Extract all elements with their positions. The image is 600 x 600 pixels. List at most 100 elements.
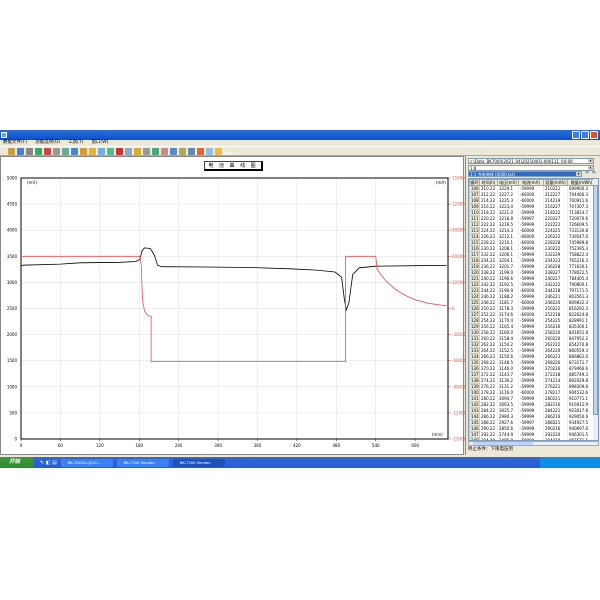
table-row[interactable]: 106 210.22 3229.1 -59999 210221 699900.3 [469,185,596,192]
toolbar-button[interactable] [161,147,168,155]
table-row[interactable]: 136 270.22 3146.0 -59999 270226 879466.6 [469,365,596,372]
table-row[interactable]: 108 214.22 3225.3 -60000 214219 700911.6 [469,197,596,204]
quick-launch-icons[interactable]: ✎ ◧ ▤ [40,459,57,466]
table-row[interactable]: 125 248.22 3181.7 -60000 248220 809832.3 [469,299,596,306]
next-icon[interactable]: ⇨ [592,170,597,176]
column-header[interactable]: 能量(mWh) [567,179,596,186]
table-cell: -59999 [518,347,544,354]
horizontal-scrollbar[interactable] [468,441,599,446]
table-row[interactable]: 144 286.22 2980.3 -59999 286216 929050.6 [469,413,596,420]
toolbar-button[interactable] [17,147,24,155]
data-panel: c:\Data_BK7000\2021_04\20210401-090111_0… [465,156,600,455]
table-row[interactable]: 145 288.22 2927.6 -59997 288221 934927.5 [469,419,596,426]
column-header[interactable]: 时间(h) [479,179,498,186]
table-row[interactable]: 118 234.22 3204.1 -59999 234223 765216.3 [469,257,596,264]
table-row[interactable]: 147 292.22 2744.9 -59999 292220 946301.5 [469,431,596,438]
menu-tools[interactable]: 工具(T) [68,140,84,145]
toolbar-button[interactable] [206,147,213,155]
table-row[interactable]: 142 282.22 3063.5 -59999 282216 916912.9 [469,401,596,408]
table-row[interactable]: 128 254.22 3170.4 -59999 254225 828991.1 [469,317,596,324]
minimize-button[interactable] [572,131,580,139]
table-row[interactable]: 143 284.22 3025.7 -59999 284221 923017.8 [469,407,596,414]
table-row[interactable]: 120 238.22 3199.0 -59999 238227 778022.5 [469,269,596,276]
table-row[interactable]: 131 260.22 3158.4 -59999 260220 847952.2 [469,335,596,342]
close-button[interactable] [590,131,598,139]
table-row[interactable]: 110 218.22 3221.0 -59999 218222 713814.7 [469,209,596,216]
table-row[interactable]: 138 274.22 3136.2 -59999 274214 892029.8 [469,377,596,384]
prev-icon[interactable]: ⇦ [585,170,590,176]
table-row[interactable]: 122 242.22 3192.5 -59999 242222 790800.1 [469,281,596,288]
maximize-button[interactable] [581,131,589,139]
toolbar-button[interactable] [179,147,186,155]
table-row[interactable]: 124 246.22 3188.2 -59999 246221 803561.3 [469,293,596,300]
table-row[interactable]: 132 262.22 3154.2 -59999 262222 854270.8 [469,341,596,348]
toolbar-button[interactable] [44,147,51,155]
table-row[interactable]: 148 294.40 2495.9 -59999 294470 951571.1 [469,437,596,440]
toolbar-button[interactable] [215,147,222,155]
menu-options[interactable]: 功能选项(O) [35,140,61,145]
table-cell: 3170.4 [497,317,519,324]
menu-file[interactable]: 数据文件(F) [3,140,28,145]
toolbar-button[interactable] [197,147,204,155]
toolbar-button[interactable] [35,147,42,155]
toolbar-button[interactable] [107,147,114,155]
table-row[interactable]: 146 290.22 2850.6 -59999 290216 940697.6 [469,425,596,432]
table-row[interactable]: 135 268.22 3148.5 -59999 268226 873171.7 [469,359,596,366]
column-header[interactable]: 容量(mAh) [543,179,568,186]
vertical-scrollbar[interactable] [593,179,598,440]
table-row[interactable]: 127 252.22 3174.6 -60000 252218 822624.8 [469,311,596,318]
column-header[interactable]: 电压(mV) [497,179,519,186]
table-row[interactable]: 121 240.22 3196.6 -59999 240227 784405.4 [469,275,596,282]
curve-select[interactable]: 1:1 充电曲线 (0000.txt) ▾ [468,171,582,177]
toolbar-button[interactable] [71,147,78,155]
toolbar-button[interactable] [152,147,159,155]
table-row[interactable]: 107 212.22 3227.2 -60000 212227 704466.3 [469,191,596,198]
start-button[interactable]: 开始 [0,457,34,468]
table-row[interactable]: 133 264.22 3152.5 -59999 264220 860559.3 [469,347,596,354]
table-row[interactable]: 112 222.22 3216.5 -59999 222222 726609.5 [469,221,596,228]
table-row[interactable]: 126 250.22 3178.3 -59999 250222 816292.3 [469,305,596,312]
scroll-thumb[interactable] [593,185,598,415]
table-row[interactable]: 140 278.22 3116.0 -60000 278217 904532.6 [469,389,596,396]
toolbar-button[interactable] [53,147,60,155]
table-row[interactable]: 137 272.22 3143.7 -59999 272218 885749.3 [469,371,596,378]
column-header[interactable]: 循环 [469,179,480,186]
table-row[interactable]: 109 216.22 3223.0 -59999 216227 707307.3 [469,203,596,210]
toolbar-button[interactable] [143,147,150,155]
toolbar-button[interactable] [134,147,141,155]
toolbar-button[interactable] [62,147,69,155]
menu-window[interactable]: 窗口(W) [91,140,109,145]
table-row[interactable]: 111 220.22 3218.8 -59997 220227 720070.6 [469,215,596,222]
table-row[interactable]: 141 280.22 3094.7 -59999 280221 910771.1 [469,395,596,402]
table-row[interactable]: 130 258.22 3160.0 -59999 258220 841651.8 [469,329,596,336]
dropdown-icon[interactable]: ▾ [576,172,581,176]
table-row[interactable]: 134 266.22 3150.6 -59999 266223 866862.0 [469,353,596,360]
toolbar-button[interactable] [98,147,105,155]
table-row[interactable]: 116 230.22 3208.1 -59999 230222 752395.3 [469,245,596,252]
toolbar-button[interactable] [116,147,123,155]
taskbar-item-active[interactable]: BK-7300 Version [172,458,225,467]
scroll-thumb[interactable] [473,442,533,445]
table-row[interactable]: 129 256.22 3165.4 -59999 256216 835300.1 [469,323,596,330]
toolbar-button[interactable] [188,147,195,155]
file-path-field[interactable]: c:\Data_BK7000\2021_04\20210401-090111_0… [468,158,594,164]
table-row[interactable]: 123 244.22 3190.9 -60000 244218 797171.5 [469,287,596,294]
table-row[interactable]: 119 236.22 3201.7 -59999 236228 771630.1 [469,263,596,270]
column-header[interactable]: 电流(mA) [518,179,544,186]
table-row[interactable]: 113 224.22 3214.3 -60000 224225 733130.8 [469,227,596,234]
table-row[interactable]: 114 226.22 3212.1 -60000 226222 739547.0 [469,233,596,240]
toolbar-button[interactable] [89,147,96,155]
taskbar-item[interactable]: BK-7300 Version [116,458,169,467]
toolbar-button[interactable] [26,147,33,155]
channel-select[interactable]: 1:8 ▾ [468,165,594,171]
table-row[interactable]: 139 276.22 3131.2 -59999 276221 898309.6 [469,383,596,390]
toolbar-button[interactable] [8,147,15,155]
table-row[interactable]: 115 228.22 3210.1 -60000 228228 745989.8 [469,239,596,246]
table-row[interactable]: 117 232.22 3206.1 -59999 232229 758822.4 [469,251,596,258]
toolbar-button[interactable] [80,147,87,155]
dropdown-icon[interactable]: ▾ [588,166,593,170]
toolbar-button[interactable] [170,147,177,155]
dropdown-icon[interactable]: ▾ [588,159,593,163]
toolbar-button[interactable] [125,147,132,155]
taskbar-item[interactable]: BK-7DOOL(2021... [60,458,113,467]
